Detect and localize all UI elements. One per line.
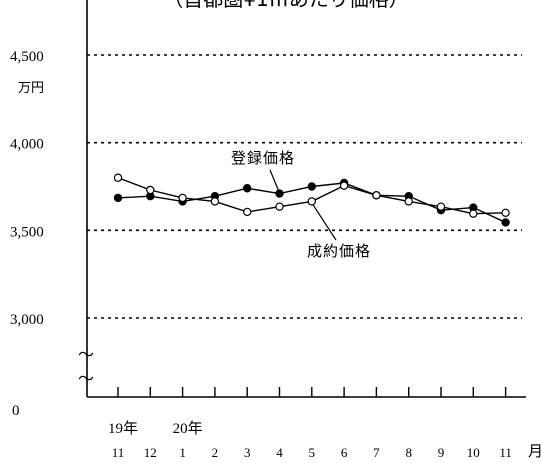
data-point-series-1 [501, 218, 510, 227]
x-tick-label: 7 [373, 445, 380, 460]
x-tick-label: 11 [112, 445, 125, 460]
y-tick-label: 3,500 [10, 224, 44, 240]
annotation-leader-contract [312, 204, 337, 241]
year-label: 20年 [173, 420, 203, 437]
data-point-series-2 [275, 202, 284, 211]
y-tick-labels: 4,500 4,000 3,500 3,000 [10, 49, 44, 328]
x-unit-label: 月 [528, 444, 542, 460]
y-break-mark-2: ～ [78, 371, 94, 388]
data-point-series-1 [242, 184, 252, 193]
data-point-series-1 [113, 193, 123, 203]
series-lines [113, 173, 510, 227]
annotation-label-contract: 成約価格 [307, 242, 371, 260]
x-tick-label: 3 [244, 445, 251, 460]
annotation-leader-registered [269, 169, 280, 191]
y-tick-label: 4,000 [10, 137, 44, 153]
y-tick-label: 3,000 [10, 312, 44, 328]
x-tick-label: 10 [467, 445, 480, 460]
y-zero-label: 0 [12, 403, 20, 419]
x-tick-label: 6 [341, 445, 348, 460]
x-tick-label: 1 [179, 445, 186, 460]
data-point-series-2 [113, 173, 123, 182]
axes [86, 0, 526, 398]
annotation-label-registered: 登録価格 [231, 149, 295, 167]
data-point-series-2 [404, 197, 413, 206]
data-point-series-2 [307, 197, 316, 206]
data-point-series-2 [178, 193, 187, 203]
year-label: 19年 [108, 420, 138, 437]
y-unit-label: 万円 [18, 80, 44, 95]
x-tick-label: 11 [499, 445, 512, 460]
x-tick-label: 4 [276, 445, 283, 460]
data-point-series-2 [146, 185, 155, 195]
year-labels: 19年 20年 [108, 420, 203, 437]
x-tick-label: 8 [405, 445, 412, 460]
x-tick-label: 2 [212, 445, 219, 460]
data-point-series-1 [275, 189, 284, 198]
data-point-series-1 [307, 182, 316, 191]
data-point-series-2 [469, 209, 478, 218]
y-tick-label: 4,500 [10, 49, 44, 65]
data-point-series-2 [501, 208, 510, 217]
data-point-series-2 [339, 181, 349, 190]
x-tick-label: 9 [438, 445, 445, 460]
gridlines [87, 54, 522, 319]
x-tick-label: 5 [309, 445, 316, 460]
data-point-series-2 [210, 197, 220, 206]
x-tick-labels: 11 12 1 2 3 4 5 6 7 8 9 10 11 [112, 445, 512, 460]
data-point-series-2 [436, 202, 446, 211]
data-point-series-2 [242, 207, 252, 217]
y-break-mark-1: ～ [78, 347, 94, 364]
data-point-series-2 [372, 191, 381, 200]
chart-title: （首都圏¥1㎡あたり価格） [163, 0, 408, 11]
x-tick-label: 12 [144, 445, 157, 460]
